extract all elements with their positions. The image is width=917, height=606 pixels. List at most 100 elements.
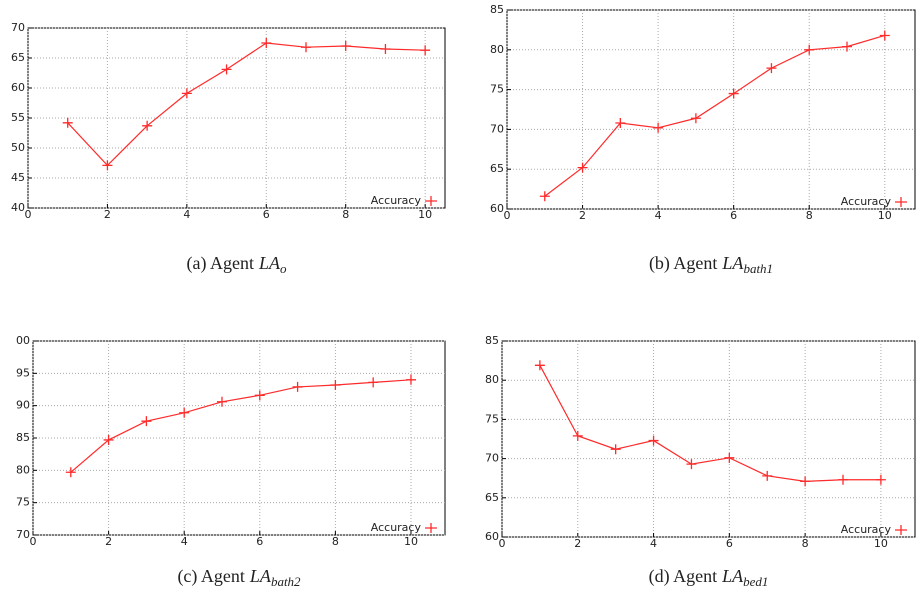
data-point	[804, 44, 815, 55]
x-tick-label: 2	[574, 537, 581, 550]
data-point	[102, 160, 113, 171]
plot-area	[32, 340, 446, 536]
caption-text: (d) Agent	[649, 566, 717, 587]
data-point	[380, 44, 391, 54]
data-point	[577, 162, 588, 173]
caption: (b) Agent LAbath1	[649, 253, 773, 276]
legend-label: Accuracy	[841, 195, 892, 208]
plot-area	[501, 340, 916, 538]
x-tick-label: 0	[30, 535, 37, 548]
caption-text: (c) Agent	[177, 566, 244, 587]
data-point	[330, 379, 341, 390]
y-tick-label: 75	[485, 412, 499, 425]
series-line	[539, 365, 881, 482]
y-tick-label: 75	[16, 496, 30, 509]
data-point	[142, 120, 153, 131]
data-point	[648, 435, 659, 446]
y-tick-label: 60	[11, 81, 25, 94]
series-line	[544, 34, 885, 197]
caption: (c) Agent LAbath2	[177, 566, 301, 589]
x-tick-label: 6	[263, 208, 270, 221]
data-point	[842, 41, 852, 52]
legend-label: Accuracy	[371, 194, 422, 207]
x-tick-label: 0	[25, 208, 32, 221]
data-point	[179, 407, 190, 418]
data-point	[534, 360, 545, 371]
data-point	[405, 374, 416, 385]
y-tick-label: 70	[490, 122, 504, 135]
y-tick-label: 90	[16, 399, 30, 412]
caption-math: LA	[721, 253, 744, 273]
y-tick-label: 65	[490, 162, 504, 175]
data-point	[254, 390, 265, 401]
x-tick-label: 4	[181, 535, 188, 548]
x-tick-label: 2	[579, 209, 586, 222]
x-tick-label: 2	[104, 208, 111, 221]
data-point	[216, 396, 227, 407]
x-tick-label: 10	[874, 537, 888, 550]
y-tick-label: 45	[11, 171, 25, 184]
caption: (d) Agent LAbed1	[649, 566, 769, 589]
data-point	[368, 377, 379, 388]
y-tick-label: 40	[11, 201, 25, 214]
data-point	[221, 64, 232, 75]
data-point	[141, 416, 152, 427]
data-point	[261, 38, 272, 48]
data-point	[610, 444, 621, 455]
y-tick-label: 70	[16, 528, 30, 541]
data-point	[800, 476, 811, 487]
x-tick-label: 8	[342, 208, 349, 221]
data-point	[539, 191, 550, 202]
data-point	[762, 470, 773, 481]
y-tick-label: 65	[485, 491, 499, 504]
legend-label: Accuracy	[371, 521, 422, 534]
caption-sub: bath2	[271, 574, 301, 589]
y-tick-label: 50	[11, 141, 25, 154]
series-line	[67, 42, 426, 167]
x-tick-label: 6	[256, 535, 263, 548]
data-point	[340, 41, 351, 51]
x-tick-label: 10	[404, 535, 418, 548]
y-tick-label: 80	[16, 463, 30, 476]
y-tick-label: 85	[16, 431, 30, 444]
data-point	[62, 117, 73, 128]
x-tick-label: 6	[730, 209, 737, 222]
y-tick-label: 70	[11, 21, 25, 34]
y-tick-label: 00	[16, 334, 30, 347]
x-tick-label: 0	[499, 537, 506, 550]
x-tick-label: 8	[806, 209, 813, 222]
data-point	[879, 30, 890, 41]
legend-label: Accuracy	[841, 523, 892, 536]
x-tick-label: 8	[332, 535, 339, 548]
data-point	[292, 381, 303, 392]
x-tick-label: 2	[105, 535, 112, 548]
x-tick-label: 4	[650, 537, 657, 550]
y-tick-label: 80	[490, 43, 504, 56]
y-tick-label: 70	[485, 452, 499, 465]
data-point	[301, 42, 311, 53]
data-point	[724, 452, 735, 463]
data-point	[653, 122, 664, 133]
y-tick-label: 60	[485, 530, 499, 543]
legend-marker	[425, 523, 437, 533]
y-tick-label: 60	[490, 202, 504, 215]
data-point	[615, 118, 626, 129]
legend-marker	[895, 525, 907, 535]
y-tick-label: 85	[490, 3, 504, 16]
caption-sub: bath1	[743, 261, 773, 276]
series-line	[70, 379, 412, 473]
caption-math: LA	[249, 566, 272, 586]
y-tick-label: 85	[485, 334, 499, 347]
caption: (a) Agent LAo	[187, 253, 288, 276]
y-tick-label: 80	[485, 373, 499, 386]
caption-text: (b) Agent	[649, 253, 717, 274]
y-tick-label: 75	[490, 83, 504, 96]
data-point	[728, 88, 739, 99]
x-tick-label: 0	[504, 209, 511, 222]
x-tick-label: 10	[878, 209, 892, 222]
caption-sub: o	[280, 261, 287, 276]
y-tick-label: 55	[11, 111, 25, 124]
x-tick-label: 6	[726, 537, 733, 550]
data-point	[103, 434, 114, 445]
